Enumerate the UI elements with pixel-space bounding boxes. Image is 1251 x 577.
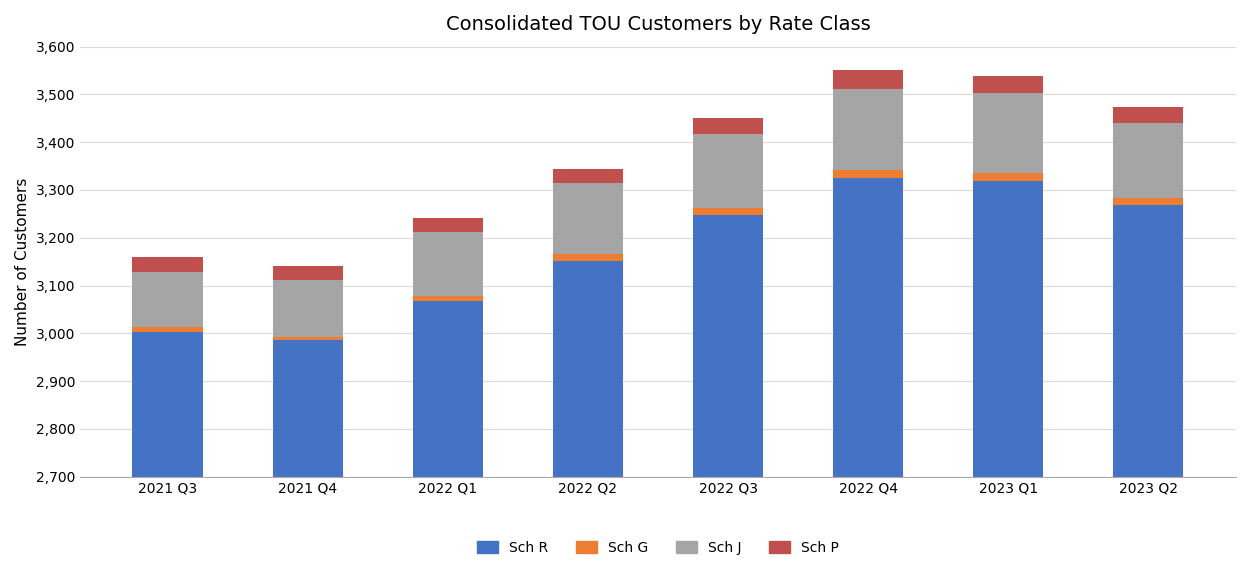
Bar (273, 266, 343, 280)
Bar (833, 89, 903, 170)
Bar (553, 261, 623, 477)
Bar (553, 253, 623, 261)
Bar (553, 183, 623, 253)
Bar (273, 336, 343, 340)
Bar (693, 134, 763, 208)
Bar (133, 272, 203, 327)
Bar (833, 170, 903, 178)
Bar (273, 340, 343, 477)
Title: Consolidated TOU Customers by Rate Class: Consolidated TOU Customers by Rate Class (445, 15, 871, 34)
Bar (413, 231, 483, 296)
Bar (413, 301, 483, 477)
Bar (413, 218, 483, 231)
Bar (693, 118, 763, 134)
Legend: Sch R, Sch G, Sch J, Sch P: Sch R, Sch G, Sch J, Sch P (472, 535, 844, 560)
Bar (413, 296, 483, 301)
Bar (693, 208, 763, 215)
Bar (273, 280, 343, 336)
Bar (973, 93, 1043, 173)
Y-axis label: Number of Customers: Number of Customers (15, 178, 30, 346)
Bar (133, 257, 203, 272)
Bar (1113, 107, 1183, 123)
Bar (973, 173, 1043, 181)
Bar (1113, 205, 1183, 477)
Bar (1113, 198, 1183, 205)
Bar (973, 76, 1043, 93)
Bar (133, 327, 203, 332)
Bar (833, 70, 903, 89)
Bar (133, 332, 203, 477)
Bar (553, 170, 623, 183)
Bar (833, 178, 903, 477)
Bar (973, 181, 1043, 477)
Bar (693, 215, 763, 477)
Bar (1113, 123, 1183, 198)
